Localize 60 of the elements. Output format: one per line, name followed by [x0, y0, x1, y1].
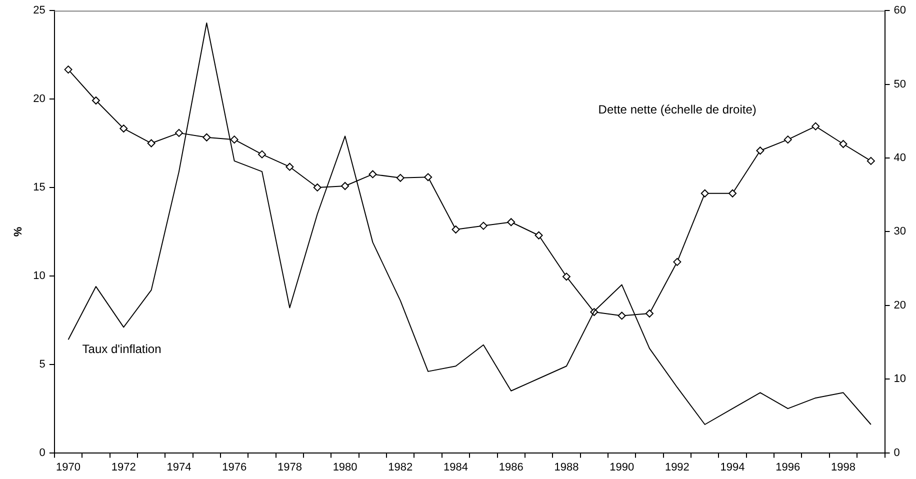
point: [258, 150, 266, 158]
y2-tick-label: 30: [894, 226, 906, 238]
point: [839, 140, 848, 148]
point: [756, 146, 764, 155]
series-label: Taux d'inflation: [82, 342, 162, 356]
point: [368, 170, 377, 178]
point: [174, 128, 183, 137]
point: [202, 133, 211, 142]
x-tick-label: 1972: [111, 461, 136, 474]
point: [313, 183, 322, 192]
point: [396, 174, 404, 182]
text: Dette nette (échelle de droite): [598, 102, 756, 116]
point: [673, 258, 682, 266]
point: [812, 122, 820, 130]
x-tick-label: 1986: [498, 461, 524, 474]
point: [700, 189, 709, 198]
y2-tick-label: 10: [894, 373, 906, 386]
point: [341, 182, 350, 190]
x-tick-label: 1978: [277, 461, 302, 474]
point: [286, 162, 294, 171]
x-tick-label: 1998: [831, 461, 856, 474]
y-tick-label: 25: [33, 4, 46, 17]
y2-tick-label: 50: [894, 78, 906, 90]
point: [479, 222, 488, 230]
point: [230, 136, 238, 144]
x-tick-label: 1994: [720, 461, 745, 474]
point: [618, 312, 626, 320]
x-tick-label: 1976: [222, 461, 247, 474]
y2-tick-label: 20: [894, 299, 906, 312]
point: [147, 139, 156, 148]
x-tick-label: 1974: [166, 461, 192, 474]
y-tick-label: 20: [33, 93, 46, 106]
point: [424, 173, 432, 182]
y2-tick-label: 0: [894, 446, 900, 459]
y-tick-label: 5: [39, 358, 46, 370]
point: [452, 225, 460, 234]
x-tick-label: 1992: [664, 461, 690, 474]
x-tick-label: 1970: [56, 461, 81, 474]
y-tick-label: 0: [39, 446, 46, 459]
point: [784, 136, 792, 144]
x-tick-label: 1988: [554, 461, 579, 474]
y-axis-title: %: [12, 226, 25, 237]
point: [728, 189, 737, 198]
y-tick-label: 10: [33, 270, 46, 282]
point: [92, 96, 100, 105]
point: [534, 231, 543, 240]
point: [866, 156, 875, 165]
point: [646, 310, 654, 318]
x-tick-label: 1984: [444, 461, 468, 474]
point: [507, 218, 516, 226]
y2-tick-label: 60: [894, 4, 906, 17]
point: [562, 272, 570, 281]
x-tick-label: 1982: [388, 461, 413, 474]
y2-tick-label: 40: [894, 152, 906, 164]
y-tick-label: 15: [33, 182, 46, 194]
point: [120, 124, 128, 133]
x-tick-label: 1990: [610, 461, 634, 474]
x-tick-label: 1980: [332, 461, 358, 474]
point: [64, 66, 72, 74]
x-tick-label: 1996: [776, 461, 800, 474]
